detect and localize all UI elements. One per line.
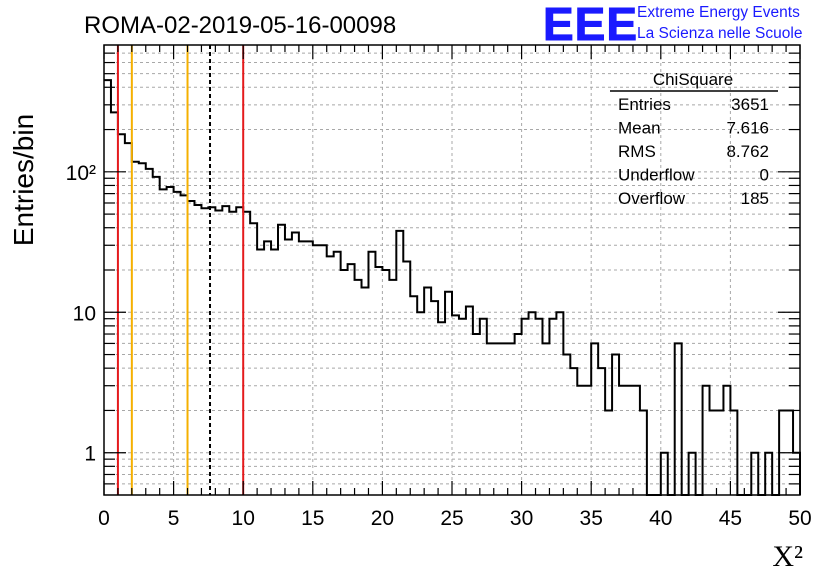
histogram-outline — [104, 79, 801, 496]
stats-row-label: Underflow — [618, 166, 695, 185]
x-tick-label: 5 — [168, 507, 180, 530]
stats-row-value: 8.762 — [726, 142, 769, 161]
stats-row-label: RMS — [618, 142, 656, 161]
x-axis-label: X² — [772, 540, 803, 572]
x-tick-label: 30 — [510, 507, 533, 530]
stats-row-label: Overflow — [618, 189, 686, 208]
logo-line-1: Extreme Energy Events — [637, 4, 800, 21]
x-tick-label: 35 — [580, 507, 603, 530]
y-tick-labels: 1 10 10² — [66, 162, 96, 466]
y-axis-label: Entries/bin — [8, 114, 39, 246]
stats-row-value: 0 — [760, 166, 769, 185]
y-tick-label: 10² — [66, 162, 96, 185]
stats-row-label: Entries — [618, 95, 671, 114]
x-tick-label: 15 — [301, 507, 324, 530]
stats-row-label: Mean — [618, 119, 661, 138]
x-tick-labels: 0 5 10 15 20 25 30 35 40 45 50 — [98, 507, 812, 530]
y-tick-label: 1 — [84, 443, 96, 466]
chart-title: ROMA-02-2019-05-16-00098 — [84, 12, 396, 39]
y-tick-label: 10 — [73, 302, 96, 325]
grid-lines — [104, 45, 800, 495]
histogram-bins — [104, 79, 801, 496]
x-tick-label: 20 — [371, 507, 394, 530]
stats-box: ChiSquare Entries 3651 Mean 7.616 RMS 8.762 Un… — [610, 70, 778, 208]
x-tick-label: 25 — [440, 507, 463, 530]
stats-row-value: 185 — [741, 189, 769, 208]
stats-row-value: 7.616 — [726, 119, 769, 138]
stats-row-value: 3651 — [731, 95, 769, 114]
eee-logo-mark: EEE — [543, 0, 638, 50]
reference-lines — [116, 45, 245, 495]
x-tick-label: 40 — [649, 507, 672, 530]
logo-line-2: La Scienza nelle Scuole — [637, 25, 802, 42]
x-tick-label: 0 — [98, 507, 110, 530]
stats-title: ChiSquare — [653, 70, 733, 89]
x-tick-label: 50 — [788, 507, 811, 530]
stats-rows: Entries 3651 Mean 7.616 RMS 8.762 Underflow 0 Ov… — [618, 95, 769, 208]
x-tick-label: 45 — [719, 507, 742, 530]
axis-ticks — [103, 45, 801, 495]
x-tick-label: 10 — [232, 507, 255, 530]
